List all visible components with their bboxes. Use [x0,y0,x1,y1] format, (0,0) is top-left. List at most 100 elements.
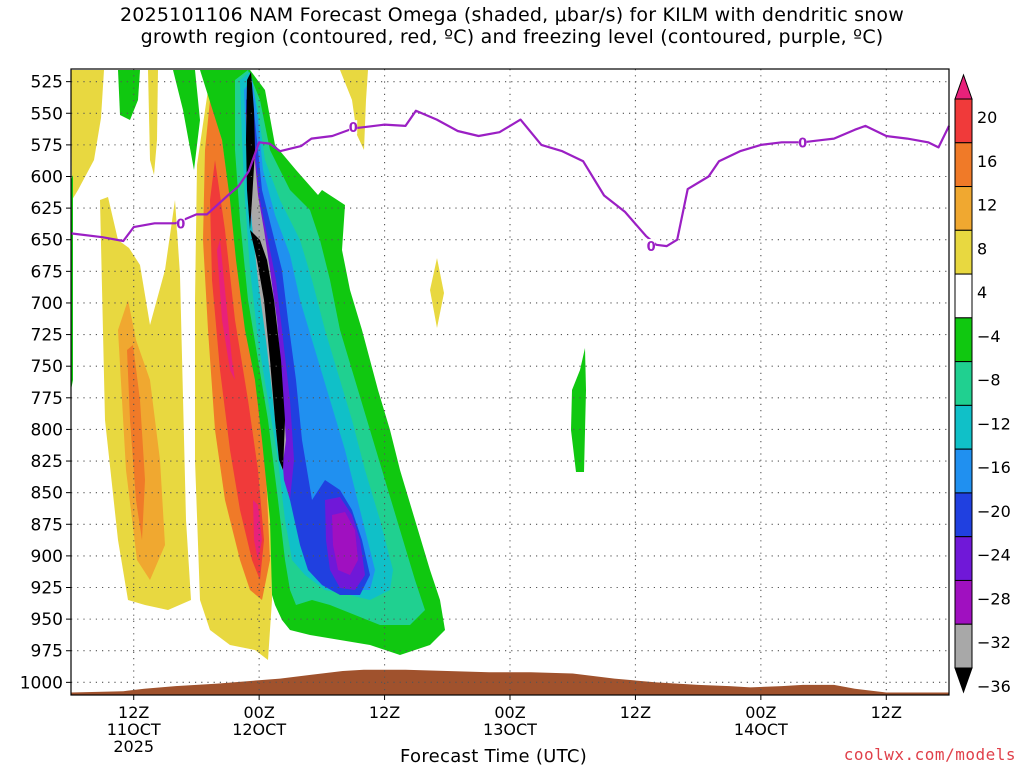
y-tick-label: 650 [31,231,63,251]
omega-negative-green-left2 [173,70,200,170]
y-tick-label: 550 [31,104,63,124]
freezing-level-label: 0 [176,217,185,232]
freezing-level-label: 0 [798,136,807,151]
x-tick-label: 12Z [871,703,902,722]
credit-link[interactable]: coolwx.com/models [843,745,1016,764]
y-tick-label: 1000 [20,673,63,693]
y-tick-label: 950 [31,610,63,630]
freezing-level-label-bg [647,239,656,254]
y-tick-label: 600 [31,167,63,187]
y-tick-label: 875 [31,515,63,535]
x-tick-label: 2025 [113,737,154,756]
freezing-level-label: 0 [647,240,656,255]
y-tick-label: 675 [31,262,63,282]
terrain-fill [71,669,949,695]
colorbar-label: −12 [977,414,1011,433]
colorbar-label: −20 [977,502,1011,521]
y-tick-label: 575 [31,136,63,156]
y-tick-label: 750 [31,357,63,377]
y-tick-label: 975 [31,642,63,662]
colorbar-top-arrow [954,73,973,100]
y-tick-label: 850 [31,484,63,504]
colorbar-label: 20 [977,108,997,127]
x-tick-label: 12Z [118,703,149,722]
x-tick-label: 12OCT [232,720,286,739]
freezing-level-label-bg [349,120,358,135]
omega-negative-cyan [240,72,393,600]
colorbar-label: −24 [977,546,1011,565]
colorbar-segment [954,186,973,231]
colorbar-label: −28 [977,589,1011,608]
chart-title-line-2: growth region (contoured, red, ºC) and f… [140,26,884,48]
omega-positive-band-main2-pink2 [253,500,262,560]
y-tick-label: 725 [31,326,63,346]
colorbar-label: −16 [977,458,1011,477]
omega-shading [71,70,586,660]
omega-negative-green-left [118,70,140,120]
x-tick-label: 12Z [620,703,651,722]
freezing-level-line [70,109,950,248]
colorbar-segment [954,273,973,319]
colorbar-label: −8 [977,371,1001,390]
colorbar-segment [954,317,973,363]
plot-area: 0 0 0 0 [70,68,950,696]
freezing-level-label-bg [798,135,807,150]
colorbar-segment [954,142,973,188]
omega-negative-black [246,72,285,470]
y-tick-label: 625 [31,199,63,219]
colorbar-label: −4 [977,327,1001,346]
x-tick-label: 00Z [494,703,525,722]
y-tick-label: 925 [31,579,63,599]
terrain [71,669,949,695]
omega-positive-band-orange1-inner [127,345,145,540]
omega-negative-blue [244,78,375,590]
omega-positive-band-main2-red [210,160,264,580]
colorbar-label: 4 [977,283,987,302]
x-tick-label: 11OCT [107,720,161,739]
colorbar-segment [954,623,973,669]
omega-positive-band-left [71,70,104,200]
freezing-level-contour: 0 0 0 0 [70,109,950,255]
x-tick-label: 00Z [745,703,776,722]
omega-positive-band-left2 [148,70,158,175]
colorbar-segment [954,492,973,538]
y-tick-label: 775 [31,389,63,409]
colorbar-segment [954,448,973,494]
x-tick-label: 13OCT [483,720,537,739]
colorbar-segment [954,98,973,144]
colorbar: 20 16 12 8 4 −4 −8 −12 −16 −20 −24 −28 −32 −36 [954,73,1011,696]
grid [71,69,949,695]
omega-positive-yellow-right [340,70,368,150]
y-tick-label: 825 [31,452,63,472]
colorbar-label: −32 [977,633,1011,652]
freezing-level-label: 0 [349,121,358,136]
omega-negative-purple [332,512,358,575]
colorbar-label: −36 [977,677,1011,696]
x-tick-label: 00Z [243,703,274,722]
freezing-level-label-bg [176,216,185,231]
colorbar-segment [954,579,973,625]
colorbar-label: 8 [977,239,987,258]
colorbar-label: 16 [977,152,997,171]
colorbar-segment [954,404,973,450]
omega-positive-band-main2-pink [217,240,235,380]
x-axis-title: Forecast Time (UTC) [400,746,588,767]
x-tick-label: 12Z [369,703,400,722]
y-tick-label: 525 [31,73,63,93]
y-tick-label: 800 [31,420,63,440]
chart-title-line-1: 2025101106 NAM Forecast Omega (shaded, μ… [120,4,904,26]
colorbar-bottom-arrow [954,667,973,694]
colorbar-segment [954,536,973,581]
colorbar-segment [954,361,973,406]
chart-title: 2025101106 NAM Forecast Omega (shaded, μ… [0,4,1024,48]
omega-positive-yellow-right2 [430,258,444,328]
y-axis: 525 550 575 600 625 650 675 700 725 750 775 800 825 8… [20,73,71,693]
colorbar-label: 12 [977,196,997,215]
colorbar-segment [954,229,973,275]
x-tick-label: 14OCT [734,720,788,739]
y-tick-label: 700 [31,294,63,314]
omega-negative-green-right [571,348,586,472]
y-tick-label: 900 [31,547,63,567]
